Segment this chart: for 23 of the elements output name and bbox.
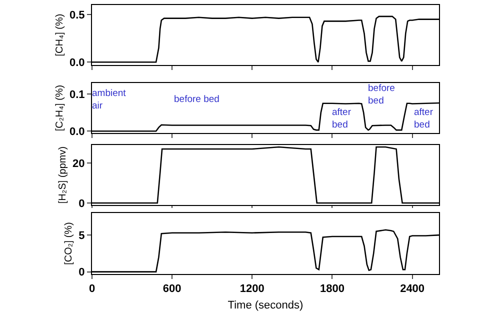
y-tick-label: 0.1	[70, 88, 85, 101]
y-tick-label: 0.5	[70, 9, 85, 22]
x-axis-title: Time (seconds)	[228, 299, 304, 312]
y-tick-label: 0.0	[70, 126, 85, 138]
annotation: after bed	[414, 107, 434, 130]
annotation: ambient air	[92, 88, 126, 112]
x-tick-label: 2400	[400, 283, 425, 296]
y-tick-label: 20	[72, 158, 85, 170]
y-axis-title: [CH₄] (%)	[54, 14, 66, 56]
annotation: before bed	[174, 94, 220, 105]
y-tick-label: 0	[78, 266, 85, 279]
x-tick-label: 1200	[240, 283, 264, 296]
y-tick-label: 5	[78, 230, 85, 242]
y-axis-title: [H₂S] (ppmv)	[58, 146, 69, 204]
annotation: before bed	[368, 83, 395, 106]
x-tick-label: 1800	[320, 283, 344, 296]
y-axis-title: [CO₂] (%)	[64, 222, 75, 265]
annotation: after bed	[332, 107, 352, 130]
y-tick-label: 0	[78, 198, 85, 210]
y-tick-label: 0.0	[70, 56, 85, 69]
y-axis-title: [C₂H₄] (%)	[54, 84, 66, 132]
x-tick-label: 0	[88, 283, 96, 296]
x-tick-label: 600	[162, 283, 182, 296]
